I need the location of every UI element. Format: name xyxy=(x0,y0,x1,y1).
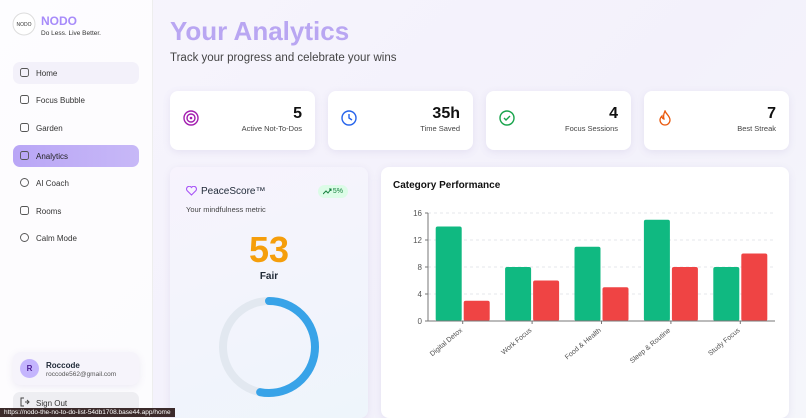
icon-shape xyxy=(20,151,29,160)
nav-label: Calm Mode xyxy=(36,233,77,243)
nav-item[interactable]: Home xyxy=(13,62,139,84)
nav-item[interactable]: Calm Mode xyxy=(13,227,139,249)
icon-shape xyxy=(20,68,29,77)
x-tick-label: Study Focus xyxy=(707,327,742,358)
stat-value: 4 xyxy=(609,105,618,122)
peace-rating: Fair xyxy=(259,271,279,282)
bar xyxy=(505,267,532,321)
trend-icon xyxy=(323,188,332,195)
nav-label: Analytics xyxy=(36,151,69,161)
nav-item[interactable]: Garden xyxy=(13,117,139,139)
nav-label: AI Coach xyxy=(36,178,69,188)
stat-card: 5 Active Not-To-Dos xyxy=(170,91,315,150)
page-subtitle: Track your progress and celebrate your w… xyxy=(170,52,397,64)
bar xyxy=(643,219,670,321)
change-value: 5% xyxy=(332,188,343,195)
nav-item[interactable]: Rooms xyxy=(13,200,139,222)
nav-label: Rooms xyxy=(36,206,62,216)
nav-label: Home xyxy=(36,68,58,78)
nav-icon xyxy=(20,178,29,187)
stat-value: 35h xyxy=(432,105,460,122)
peace-card: PeaceScore™ 5% Your mindfulness metric 5… xyxy=(170,167,368,418)
status-url: https://nodo-the-no-to-do-list-54db1708.… xyxy=(0,408,175,417)
svg-text:NODO: NODO xyxy=(17,22,32,28)
sign-out-label: Sign Out xyxy=(36,398,68,408)
stat-icon xyxy=(659,110,671,126)
nav-icon xyxy=(20,151,29,160)
bar xyxy=(713,267,740,321)
stat-label: Focus Sessions xyxy=(565,124,618,133)
chart: Category Performance 0 4 8 12 16 Digital Deto… xyxy=(393,180,775,365)
sign-out-icon xyxy=(20,397,30,407)
user-name: Roccode xyxy=(46,361,80,370)
stat-card: 7 Best Streak xyxy=(644,91,789,150)
nav-icon xyxy=(20,233,29,242)
bar xyxy=(602,287,629,321)
bar xyxy=(533,280,560,321)
heart-icon xyxy=(186,186,197,196)
bar xyxy=(574,246,601,321)
y-tick-label: 16 xyxy=(413,209,422,218)
icon-shape xyxy=(20,233,29,242)
stat-card: 35h Time Saved xyxy=(328,91,473,150)
logo: NODO xyxy=(12,12,36,36)
brand-tagline: Do Less. Live Better. xyxy=(41,30,101,37)
x-tick-label: Digital Detox xyxy=(429,327,464,358)
y-tick-label: 8 xyxy=(418,263,423,272)
bar xyxy=(671,267,698,321)
nav-icon xyxy=(20,68,29,77)
nav-icon xyxy=(20,95,29,104)
user-card[interactable]: R Roccode roccode562@gmail.com xyxy=(13,352,139,385)
x-tick-label: Sleep & Routine xyxy=(629,327,672,365)
icon-shape xyxy=(20,95,29,104)
sidebar: NODO NODO Do Less. Live Better. Home Focu… xyxy=(0,0,153,418)
chart-card: Category Performance 0 4 8 12 16 Digital Deto… xyxy=(381,167,789,418)
score-ring xyxy=(219,297,319,397)
user-email: roccode562@gmail.com xyxy=(46,371,117,378)
stat-label: Active Not-To-Dos xyxy=(241,124,302,133)
peace-subtitle: Your mindfulness metric xyxy=(186,205,266,214)
stat-icon xyxy=(499,110,515,126)
icon-shape xyxy=(20,206,29,215)
icon-shape xyxy=(20,178,29,187)
y-tick-label: 12 xyxy=(413,236,422,245)
x-tick-label: Food & Health xyxy=(564,327,603,361)
peace-title: PeaceScore™ xyxy=(201,186,266,197)
stat-icon xyxy=(341,110,357,126)
brand-name: NODO xyxy=(41,14,77,28)
y-tick-label: 4 xyxy=(418,290,423,299)
nav-item[interactable]: AI Coach xyxy=(13,172,139,194)
page-title: Your Analytics xyxy=(170,16,350,46)
bar xyxy=(435,226,462,321)
peace-score: 53 xyxy=(248,229,290,270)
stat-value: 5 xyxy=(293,105,302,122)
nav-item[interactable]: Focus Bubble xyxy=(13,89,139,111)
chart-title: Category Performance xyxy=(393,180,501,191)
stat-value: 7 xyxy=(767,105,776,122)
stat-label: Time Saved xyxy=(420,124,460,133)
nav-label: Focus Bubble xyxy=(36,95,85,105)
nav-icon xyxy=(20,206,29,215)
icon-shape xyxy=(20,123,29,132)
nav-item[interactable]: Analytics xyxy=(13,145,139,167)
bar xyxy=(463,300,490,321)
nav-icon xyxy=(20,123,29,132)
nav-label: Garden xyxy=(36,123,63,133)
avatar: R xyxy=(20,359,39,378)
bar xyxy=(741,253,768,321)
stat-card: 4 Focus Sessions xyxy=(486,91,631,150)
stat-label: Best Streak xyxy=(737,124,776,133)
y-tick-label: 0 xyxy=(418,317,423,326)
change-badge: 5% xyxy=(318,185,348,198)
ring-progress xyxy=(219,297,319,397)
stat-icon xyxy=(183,110,199,126)
x-tick-label: Work Focus xyxy=(500,327,533,357)
